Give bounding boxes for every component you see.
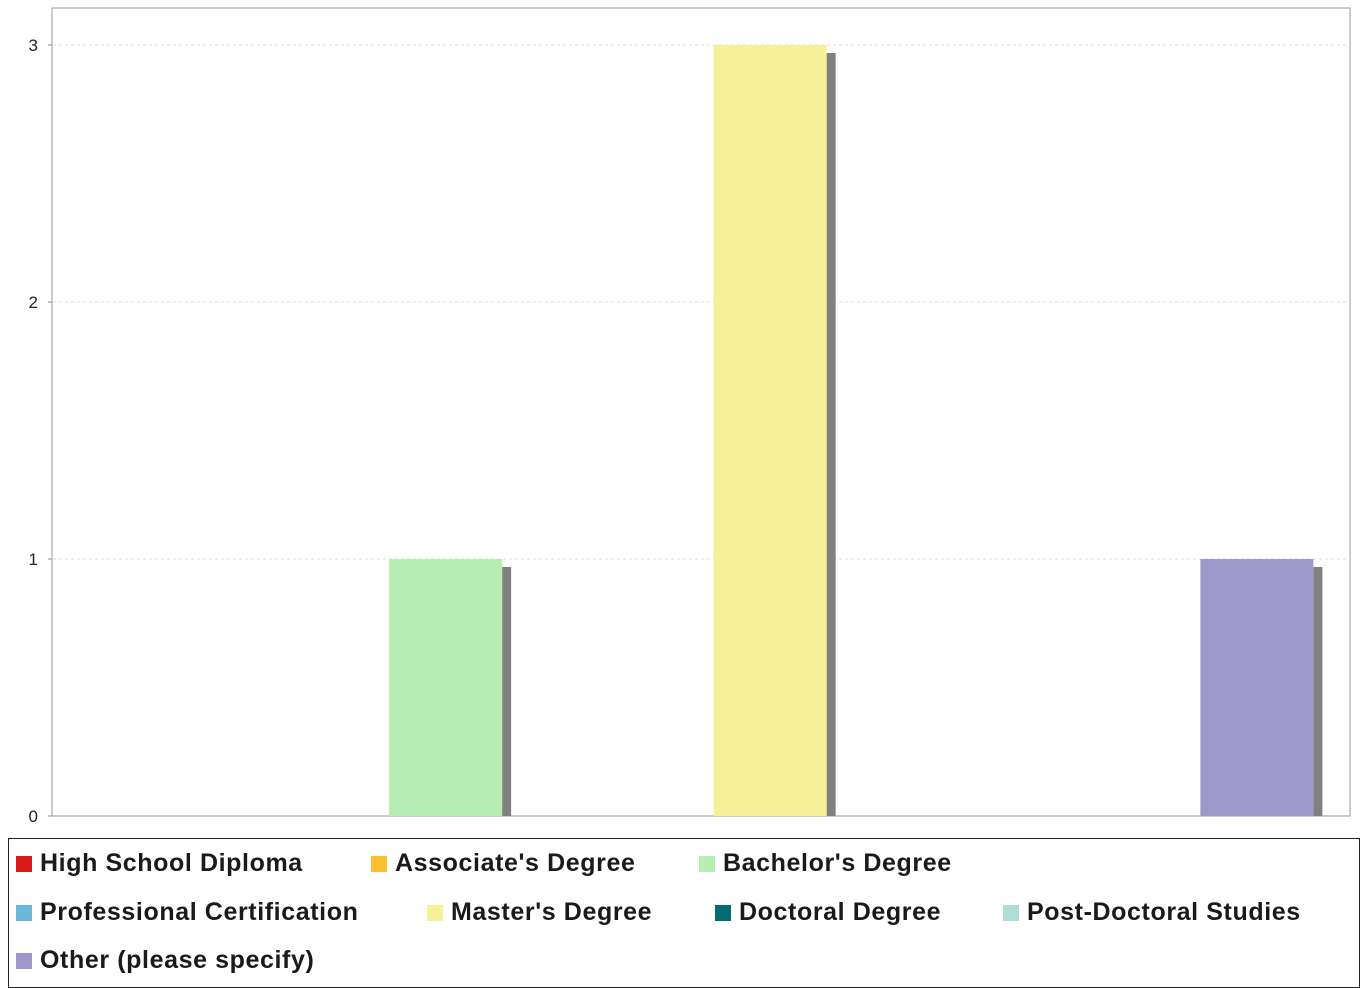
y-axis-ticks: 0 1 2 3: [29, 36, 52, 826]
legend-label: Bachelor's Degree: [723, 849, 952, 877]
legend-label: Associate's Degree: [395, 849, 636, 877]
bars: [389, 45, 1323, 816]
legend: High School Diploma Associate's Degree Bac…: [8, 838, 1360, 988]
bar: [389, 559, 503, 816]
legend-swatch: [427, 904, 443, 921]
legend-swatch: [16, 904, 32, 921]
legend-label: Post-Doctoral Studies: [1027, 898, 1301, 926]
bar-shadow: [502, 567, 512, 816]
legend-item: Master's Degree: [427, 898, 652, 927]
legend-swatch: [715, 904, 731, 921]
legend-label: Doctoral Degree: [739, 898, 942, 926]
bar-chart: 0 1 2 3: [29, 7, 1351, 826]
legend-swatch: [1003, 904, 1019, 921]
y-tick-label: 1: [29, 550, 38, 569]
legend-item: Bachelor's Degree: [699, 849, 952, 878]
bar: [713, 45, 827, 816]
legend-label: Master's Degree: [451, 898, 653, 926]
legend-label: Other (please specify): [40, 946, 315, 974]
bar: [1200, 559, 1314, 816]
legend-label: High School Diploma: [40, 849, 303, 877]
bar-shadow: [1313, 567, 1323, 816]
legend-swatch: [16, 952, 32, 969]
bar-shadow: [826, 53, 836, 816]
legend-swatch: [371, 855, 387, 872]
legend-item: Doctoral Degree: [715, 898, 941, 927]
plot-area: [51, 7, 1351, 817]
legend-item: Associate's Degree: [371, 849, 635, 878]
legend-item: Professional Certification: [16, 898, 358, 927]
legend-swatch: [16, 855, 32, 872]
gridlines: [53, 44, 1349, 560]
y-tick-label: 2: [29, 293, 38, 312]
legend-label: Professional Certification: [40, 898, 359, 926]
legend-item: Other (please specify): [16, 946, 314, 975]
legend-swatch: [699, 855, 715, 872]
y-tick-label: 3: [29, 36, 38, 55]
legend-item: Post-Doctoral Studies: [1003, 898, 1301, 927]
y-tick-label: 0: [29, 807, 38, 826]
legend-item: High School Diploma: [16, 849, 303, 878]
